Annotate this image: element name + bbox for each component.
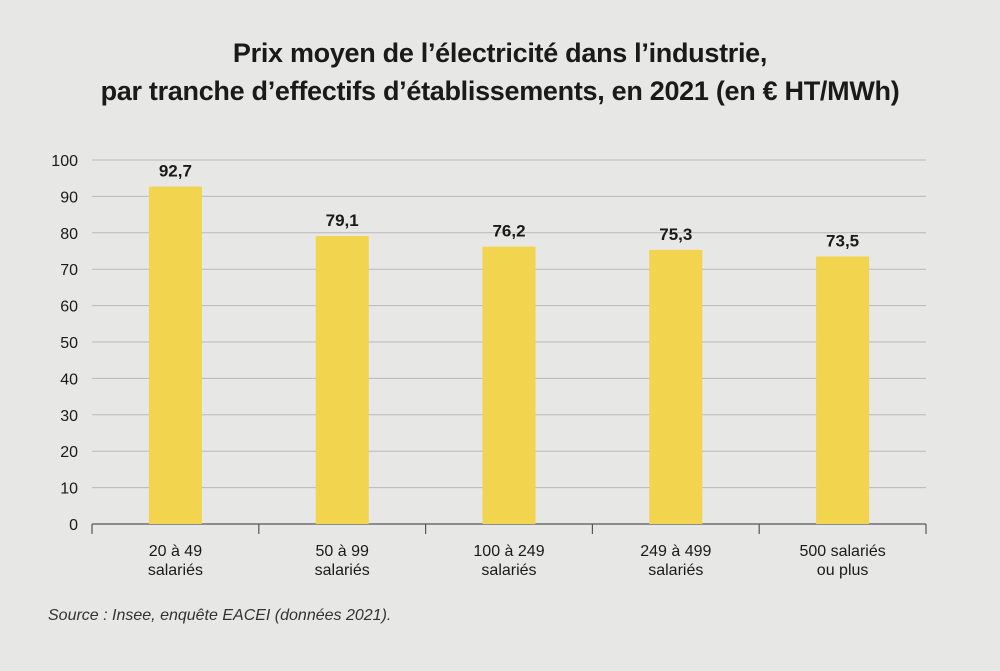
y-tick-label: 90 (60, 189, 78, 206)
bar (482, 246, 536, 524)
x-category-label: 500 salariés (799, 543, 885, 560)
chart-title: Prix moyen de l’électricité dans l’indus… (0, 34, 1000, 110)
x-category-label: 249 à 499 (640, 543, 711, 560)
x-category-label: salariés (315, 562, 370, 579)
y-tick-label: 10 (60, 481, 78, 498)
y-tick-label: 30 (60, 408, 78, 425)
bar (649, 249, 703, 524)
y-tick-label: 50 (60, 335, 78, 352)
bar (148, 186, 202, 524)
x-category-label: 20 à 49 (149, 543, 202, 560)
bar-value-label: 79,1 (326, 211, 359, 230)
bar (816, 256, 870, 524)
x-category-label: salariés (148, 562, 203, 579)
y-tick-label: 60 (60, 299, 78, 316)
x-axis: 20 à 49 salariés 50 à 99 salariés 100 à 249 s… (91, 524, 927, 579)
y-tick-label: 20 (60, 444, 78, 461)
bar-value-label: 75,3 (659, 225, 692, 244)
bar (315, 236, 369, 525)
y-tick-label: 0 (69, 517, 78, 534)
chart-title-line-1: Prix moyen de l’électricité dans l’indus… (232, 38, 768, 68)
source-note: Source : Insee, enquête EACEI (données 2… (48, 607, 392, 624)
y-tick-label: 40 (60, 371, 78, 388)
chart-title-line-2: par tranche d’effectifs d’établissements… (100, 76, 900, 106)
value-labels: 92,7 79,1 76,2 75,3 73,5 (159, 162, 859, 251)
y-tick-label: 70 (60, 262, 78, 279)
x-category-label: 100 à 249 (473, 543, 544, 560)
y-axis-ticks: 0 10 20 30 40 50 60 70 80 90 100 (51, 153, 78, 534)
x-category-label: salariés (648, 562, 703, 579)
bar-value-label: 73,5 (826, 231, 859, 250)
bar-value-label: 92,7 (159, 162, 192, 181)
x-category-label: 50 à 99 (316, 543, 369, 560)
bar-value-label: 76,2 (492, 222, 525, 241)
x-category-label: salariés (481, 562, 536, 579)
y-tick-label: 80 (60, 226, 78, 243)
x-category-label: ou plus (817, 562, 869, 579)
bars (148, 186, 870, 525)
y-tick-label: 100 (51, 153, 78, 170)
